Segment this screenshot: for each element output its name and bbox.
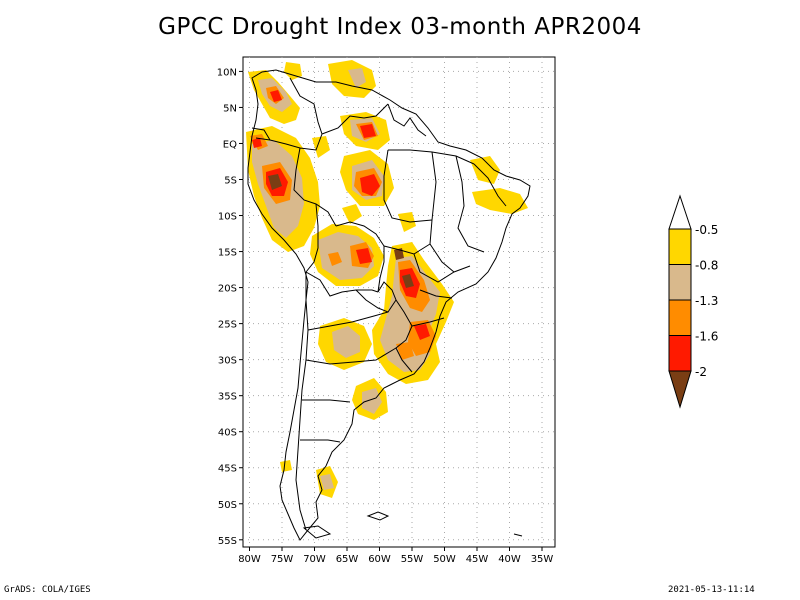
longitude-tick-labels: 80W 75W 70W 65W 60W 55W 50W 45W 40W 35W	[238, 554, 553, 565]
lat-tick-label: 5S	[224, 176, 237, 187]
shade-yellow-ne-coast	[472, 188, 528, 214]
shade-tan-patagonia	[320, 474, 334, 490]
shade-orange-rio-grande	[396, 342, 414, 360]
lat-tick-label: EQ	[223, 139, 237, 150]
latitude-tick-labels: 10N 5N EQ 5S 10S 15S 20S 25S 30S 35S 40S 45S 50S 55S	[217, 67, 237, 546]
tierra-del-fuego	[302, 525, 332, 539]
border-venezuela-brazil	[321, 103, 389, 135]
shade-yellow-amazon-small	[342, 204, 362, 224]
border-brazil-states-5	[473, 163, 507, 207]
border-argentina-chile	[295, 272, 309, 531]
shade-tan-argentina	[332, 326, 360, 358]
lon-tick-label: 35W	[531, 554, 554, 565]
footer-timestamp: 2021-05-13-11:14	[668, 585, 755, 595]
legend-bin	[668, 228, 692, 265]
shade-tan-pampas	[362, 388, 382, 414]
shade-yellow-para	[398, 212, 416, 232]
border-bolivia-brazil	[335, 221, 385, 293]
lat-tick-label: 10S	[218, 212, 237, 223]
lon-tick-label: 70W	[303, 554, 326, 565]
border-peru-brazil	[293, 147, 337, 227]
border-colombia-venezuela	[289, 77, 323, 135]
lon-tick-label: 40W	[498, 554, 521, 565]
shade-yellow-amazon-north	[312, 136, 330, 158]
legend-label: -1.3	[695, 294, 718, 308]
shade-red-ecuador	[252, 138, 262, 148]
border-ecuador-peru	[251, 127, 271, 141]
footer-credit: GrADS: COLA/IGES	[4, 585, 91, 595]
border-guianas	[387, 103, 427, 137]
shade-brown-mato-grosso	[394, 248, 404, 260]
shade-red-parana-south	[414, 324, 430, 340]
lat-tick-label: 40S	[218, 428, 237, 439]
coastal-island-ne	[513, 533, 523, 537]
border-paraguay	[355, 281, 397, 313]
legend-label: -0.5	[695, 223, 718, 237]
border-brazil-states-3	[429, 151, 455, 273]
border-brazil-states-4	[455, 155, 485, 253]
shade-red-amazon	[360, 174, 380, 196]
legend-label: -2	[695, 365, 707, 379]
lat-tick-label: 15S	[218, 248, 237, 259]
shade-yellow-venezuela-north	[284, 62, 302, 80]
lon-tick-label: 45W	[466, 554, 489, 565]
shade-brown-peru	[268, 174, 282, 190]
map-outlines	[247, 69, 531, 541]
shade-brown-parana	[402, 274, 414, 288]
border-brazil-states-7	[413, 253, 471, 283]
border-argentina-provinces-1	[307, 311, 389, 331]
border-brazil-states-8	[419, 289, 453, 299]
lon-tick-label: 80W	[238, 554, 261, 565]
shade-red-guyana	[360, 124, 376, 138]
border-colombia-peru-brazil	[255, 133, 323, 151]
shade-orange-bolivia-small	[328, 252, 342, 266]
border-brazil-argentina-uruguay	[395, 299, 413, 373]
lat-tick-label: 35S	[218, 392, 237, 403]
legend-label: -0.8	[695, 259, 718, 273]
border-argentina-provinces-2	[305, 347, 397, 365]
legend-label: -1.6	[695, 330, 718, 344]
shade-red-colombia	[270, 90, 282, 102]
lat-tick-label: 20S	[218, 284, 237, 295]
lat-tick-label: 5N	[223, 103, 237, 114]
lon-tick-label: 65W	[336, 554, 359, 565]
lon-tick-label: 60W	[368, 554, 391, 565]
map-title: GPCC Drought Index 03-month APR2004	[158, 14, 642, 40]
lat-tick-label: 50S	[218, 500, 237, 511]
shade-tan-venezuela	[348, 68, 366, 88]
legend-colorbar: -0.5 -0.8 -1.3 -1.6 -2	[668, 194, 718, 409]
lat-tick-label: 10N	[217, 67, 237, 78]
lat-tick-label: 30S	[218, 356, 237, 367]
lon-tick-label: 75W	[271, 554, 294, 565]
shade-yellow-northeast-brazil	[470, 156, 500, 184]
border-brazil-states-2	[383, 149, 433, 223]
border-argentina-provinces-4	[300, 439, 341, 443]
lon-tick-label: 50W	[433, 554, 456, 565]
lon-tick-label: 55W	[401, 554, 424, 565]
lat-tick-label: 25S	[218, 320, 237, 331]
legend-bin	[668, 264, 692, 301]
border-peru-bolivia	[305, 203, 319, 273]
legend-bottom-arrow	[668, 370, 692, 409]
lat-tick-label: 55S	[218, 536, 237, 547]
legend-top-arrow	[668, 194, 692, 230]
border-chile-bolivia-argentina	[305, 271, 379, 297]
legend-bin	[668, 335, 692, 372]
falkland-islands	[366, 511, 390, 521]
border-argentina-provinces-3	[302, 399, 351, 403]
drought-shading	[246, 60, 528, 498]
border-brazil-states-6	[383, 243, 431, 255]
lat-tick-label: 45S	[218, 464, 237, 475]
shade-yellow-chile-south	[280, 460, 292, 472]
border-brazil-states-9	[411, 317, 445, 327]
legend-bin	[668, 299, 692, 336]
shade-red-bolivia	[356, 248, 372, 264]
shading-record	[268, 174, 414, 288]
south-america-coastline	[247, 69, 531, 541]
